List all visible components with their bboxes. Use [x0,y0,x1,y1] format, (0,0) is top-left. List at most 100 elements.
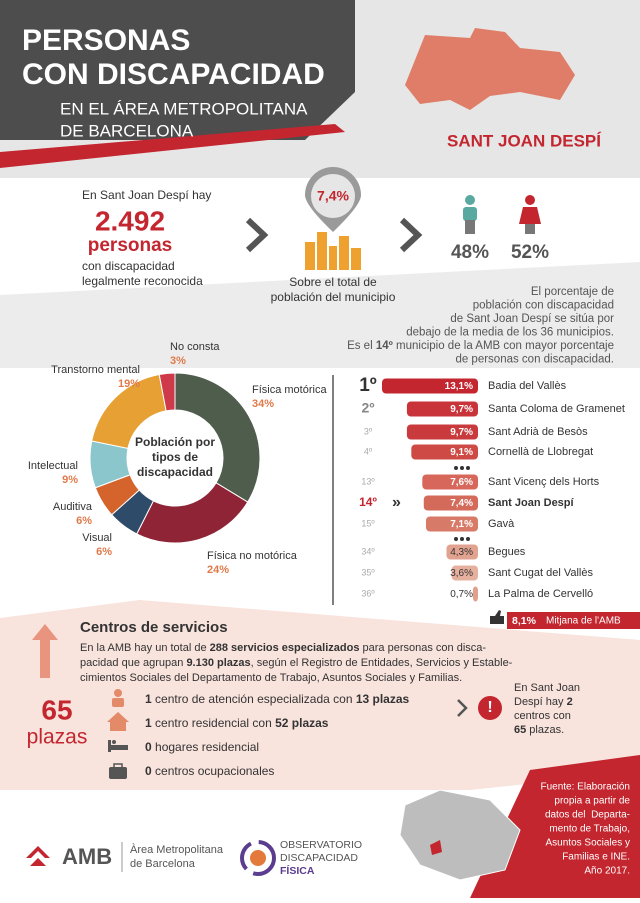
total-unit: plazas [27,726,88,749]
amb-full-name: Àrea Metropolitana [130,843,224,856]
pin-inner [311,174,355,218]
services-text: pacidad que agrupan 9.130 plazas, según … [80,657,513,669]
text-segment: 52 plazas [275,716,329,730]
donut-segment [174,372,261,503]
alert-icon [478,696,502,720]
arrow-up [32,624,58,678]
note-line: de personas con discapacidad. [455,354,614,366]
text-segment: plazas. [526,724,564,736]
bar-category: La Palma de Cervelló [488,588,593,600]
rank: 14º [359,495,377,509]
subtitle: EN EL ÁREA METROPOLITANA [60,99,308,118]
summary-intro: En Sant Joan Despí hay [82,188,211,202]
title-block [0,0,355,140]
text-segment: En Sant Joan [514,682,580,694]
text-segment: debajo de la media de los 36 municipios. [406,327,614,339]
local-note: centros con [514,710,571,722]
source-line: Año 2017. [584,866,630,877]
donut-label: Auditiva [53,501,93,513]
chevron [399,217,423,253]
text-segment: centros con [514,710,571,722]
bar [382,378,478,394]
donut-title: tipos de [152,450,198,464]
text-segment: , según el Registro de Entidades, Servic… [251,657,513,669]
text-segment: 13 plazas [356,692,410,706]
rank: 13º [361,476,375,486]
bar [423,495,478,511]
bar-category: Cornellà de Llobregat [488,446,593,458]
average-box [507,612,640,629]
text-segment: 0 [145,740,152,754]
bar-value-label: 13,1% [445,381,473,392]
rank: 2º [362,400,375,416]
text-segment: hogares residencial [152,740,259,754]
municipality: SANT JOAN DESPÍ [447,131,602,150]
woman-icon [519,195,541,234]
source-line: Asuntos Sociales y [546,838,631,849]
amb-full-name: de Barcelona [130,858,196,870]
text-segment: 65 [514,724,526,736]
bar [406,424,478,440]
note-band [0,262,640,368]
donut-label: Física motórica [252,384,327,396]
text-segment: 288 servicios especializados [210,642,360,654]
donut-title: discapacidad [137,465,213,479]
source-bg [470,755,640,898]
donut-center [128,411,222,505]
red-stripe [0,124,345,168]
buildings-icon [305,232,361,270]
man-icon [463,195,477,234]
bar-category: Santa Coloma de Gramenet [488,403,625,415]
donut-label: No consta [170,341,220,353]
chevron [245,217,269,253]
text-segment: centros ocupacionales [152,764,275,778]
metro-map [399,789,521,881]
text-segment: 0 [145,764,152,778]
service-icons [107,689,129,779]
text-segment: Es el [347,340,376,352]
observatory-name: DISCAPACIDAD [280,852,358,864]
service-item: 0 centros ocupacionales [145,764,274,778]
local-note: 65 plazas. [514,724,564,736]
text-segment: El porcentaje de [531,286,614,298]
note-line: Es el 14º municipio de la AMB con mayor … [347,340,614,352]
service-item: 0 hogares residencial [145,740,259,754]
text-segment: centro residencial con [152,716,275,730]
bar-value-label: 7,1% [450,519,473,530]
rank: 15º [361,518,375,528]
bar-value-label: 7,4% [450,498,473,509]
bar-value-label: 3,6% [450,568,473,579]
municipality-map [405,28,575,110]
donut-label: Transtorno mental [51,364,140,376]
donut-value-label: 9% [62,474,78,486]
bar [472,586,478,602]
donut-value-label: 34% [252,398,274,410]
observatory-logo [240,840,276,876]
title: PERSONAS [22,24,190,57]
count-unit: personas [88,235,172,256]
observatory-logo [250,850,266,866]
services-bg [0,600,640,790]
chevron [457,699,468,717]
service-item: 1 centro de atención especializada con 1… [145,692,410,706]
donut-segment [158,372,176,412]
rank: 3º [364,426,373,436]
text-segment: de personas con discapacidad. [455,354,614,366]
source-line: propia a partir de [554,796,630,807]
bar [411,444,478,460]
metro-map-highlight [430,840,442,855]
bar-category: Gavà [488,518,515,530]
bar [446,544,478,560]
rank: 36º [361,588,375,598]
text-segment: 2 [567,696,573,708]
bar [422,474,478,490]
service-item: 1 centro residencial con 52 plazas [145,716,329,730]
donut-value-label: 19% [118,378,140,390]
alert-mark: ! [487,699,492,716]
text-segment: 9.130 plazas [186,657,250,669]
donut-value-label: 3% [170,355,186,367]
rank: 4º [364,446,373,456]
bar-category: Begues [488,546,526,558]
bar-category: Badia del Vallès [488,380,567,392]
